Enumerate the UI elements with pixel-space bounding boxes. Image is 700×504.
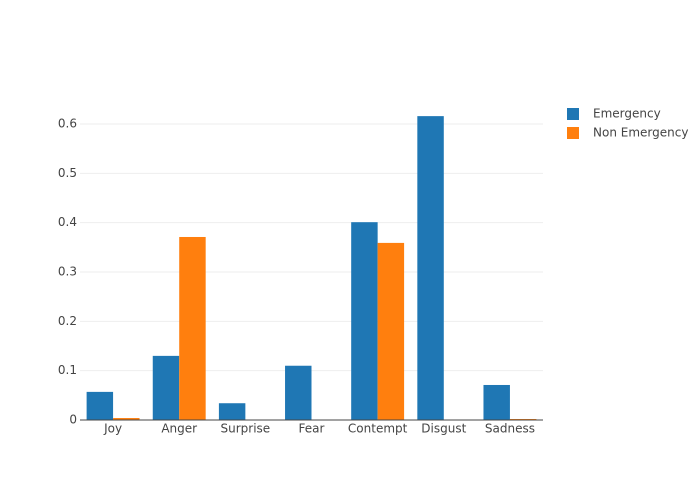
- bar: [483, 384, 510, 420]
- y-tick-label: 0.6: [58, 117, 77, 131]
- x-tick-label: Contempt: [348, 422, 408, 436]
- legend-label: Non Emergency: [593, 126, 688, 140]
- bar: [351, 222, 378, 420]
- y-tick-label: 0.5: [58, 166, 77, 180]
- legend-swatch: [567, 108, 579, 120]
- y-tick-label: 0.1: [58, 363, 77, 377]
- y-tick-label: 0: [69, 413, 77, 427]
- x-tick-label: Disgust: [421, 422, 466, 436]
- y-tick-label: 0.2: [58, 314, 77, 328]
- bar: [113, 418, 140, 420]
- bar: [218, 403, 246, 420]
- x-tick-label: Anger: [161, 422, 197, 436]
- bar: [152, 355, 180, 420]
- legend-swatch: [567, 127, 579, 139]
- bar: [86, 391, 114, 420]
- y-tick-label: 0.3: [58, 265, 77, 279]
- bar: [417, 116, 444, 420]
- bar: [285, 365, 312, 420]
- bar: [179, 236, 206, 420]
- x-tick-label: Joy: [103, 422, 122, 436]
- x-tick-label: Sadness: [485, 422, 535, 436]
- x-tick-label: Surprise: [221, 422, 271, 436]
- y-tick-label: 0.4: [58, 215, 77, 229]
- bar: [377, 242, 405, 420]
- legend-label: Emergency: [593, 107, 661, 121]
- x-tick-label: Fear: [299, 422, 325, 436]
